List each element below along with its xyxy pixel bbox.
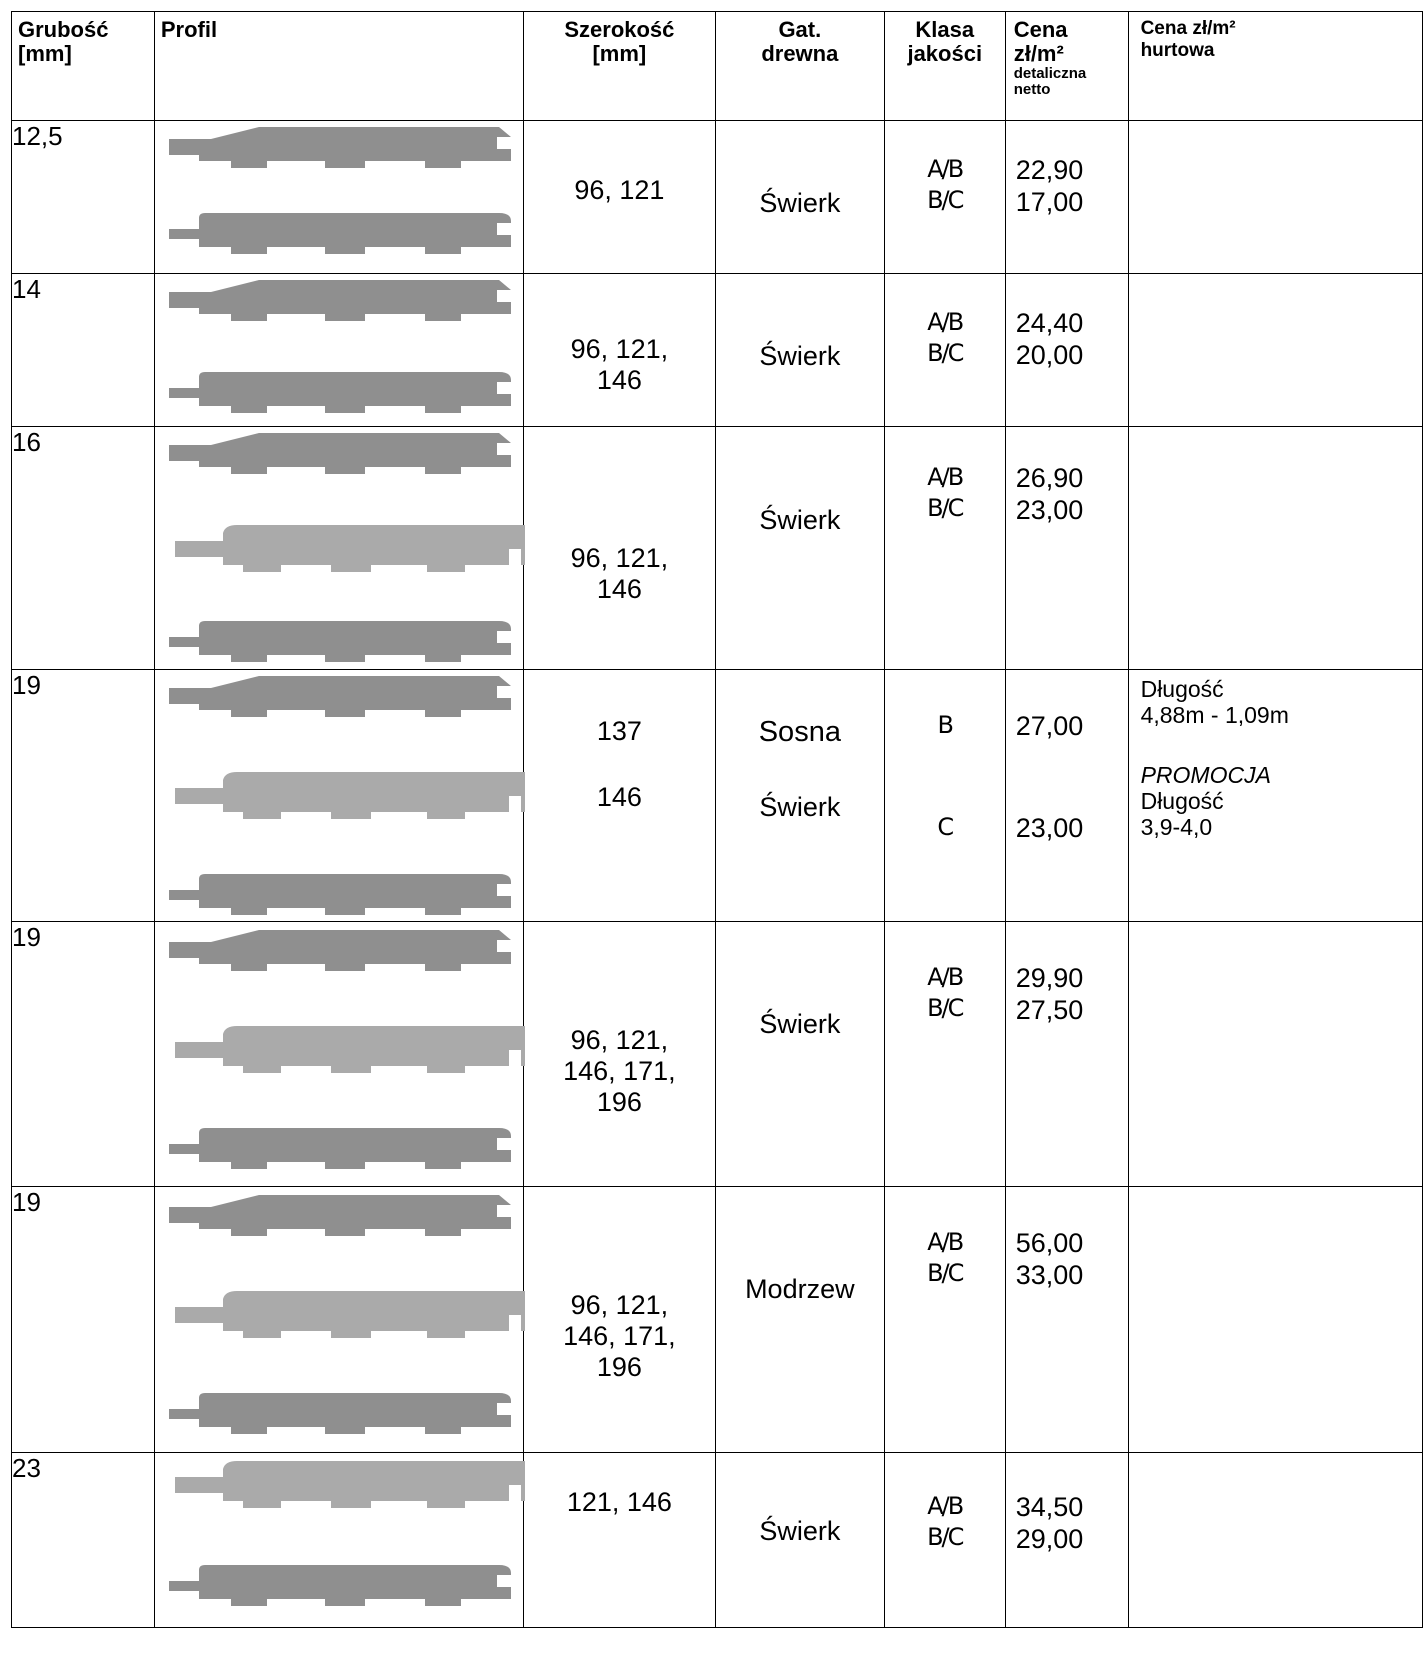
profile-drawing: [168, 1461, 525, 1606]
retail-price-cell: 29,90 27,50: [1004, 921, 1129, 1187]
board-profile-dark: [168, 372, 511, 413]
profile-drawing: [168, 433, 525, 662]
board-profile-light: [174, 1026, 525, 1073]
header-width: Szerokość [mm]: [522, 11, 716, 121]
profile-cell: [153, 273, 524, 427]
promo-label: PROMOCJA: [1140, 762, 1271, 788]
table-row: 14 96, 121, 146 Świerk A/B B/C 24,40 20,…: [11, 273, 1423, 427]
wholesale-price-cell: [1127, 120, 1423, 274]
thickness-cell: 23: [11, 1452, 155, 1628]
board-profile-dark: [168, 930, 511, 971]
class-cell: A/B B/C: [883, 921, 1006, 1187]
board-profile-dark: [168, 874, 511, 915]
board-profile-dark: [168, 280, 511, 321]
thickness-cell: 16: [11, 426, 155, 670]
width-cell: 96, 121: [522, 120, 716, 274]
board-profile-dark: [168, 621, 511, 662]
thickness-cell: 19: [11, 669, 155, 922]
class-cell: A/B B/C: [883, 426, 1006, 670]
header-wood-type: Gat. drewna: [714, 11, 885, 121]
profile-cell: [153, 1452, 525, 1628]
class-cell: B C: [883, 669, 1006, 922]
promo-length-label: Długość: [1140, 788, 1224, 814]
profile-cell: [153, 921, 525, 1187]
class-cell: A/B B/C: [883, 273, 1006, 427]
profile-drawing: [168, 127, 511, 254]
promo-length-value: 3,9-4,0: [1140, 814, 1213, 840]
wood-cell: Sosna Świerk: [714, 669, 885, 922]
profile-drawing: [168, 930, 525, 1169]
retail-price-kind: detaliczna: [1013, 65, 1087, 82]
class-cell: A/B B/C: [883, 1452, 1006, 1628]
header-wholesale-price: Cena zł/m² hurtowa: [1127, 11, 1423, 121]
board-profile-light: [174, 1461, 525, 1508]
board-profile-light: [174, 1291, 525, 1338]
board-profile-dark: [168, 127, 511, 168]
wholesale-price-cell: [1127, 921, 1423, 1187]
board-profile-dark: [168, 1128, 511, 1169]
thickness-cell: 19: [11, 921, 155, 1187]
width-cell: 96, 121, 146, 171, 196: [522, 1186, 716, 1453]
board-profile-light: [174, 525, 525, 572]
header-thickness: Grubość [mm]: [11, 11, 155, 121]
thickness-cell: 12,5: [11, 120, 155, 274]
retail-price-label: Cena: [1013, 17, 1068, 42]
board-profile-dark: [168, 433, 511, 474]
wood-cell: Świerk: [714, 1452, 885, 1628]
thickness-cell: 14: [11, 273, 155, 427]
header-retail-price: Cena zł/m² detaliczna netto: [1004, 11, 1129, 121]
retail-price-cell: 27,00 23,00: [1004, 669, 1129, 922]
header-quality-class: Klasa jakości: [883, 11, 1006, 121]
wood-cell: Świerk: [714, 426, 885, 670]
width-cell: 137 146: [522, 669, 716, 922]
table-row: 23 121, 146 Świerk A/B B/C 34,50 29,00: [11, 1452, 1423, 1628]
wholesale-price-cell: [1127, 273, 1423, 427]
table-row: 16 96, 121, 146 Świerk A/B B/C 26,90 23,…: [11, 426, 1423, 670]
wood-cell: Modrzew: [714, 1186, 885, 1453]
board-profile-dark: [168, 1195, 511, 1236]
length-value: 4,88m - 1,09m: [1140, 702, 1289, 728]
profile-drawing: [168, 1195, 525, 1434]
class-cell: A/B B/C: [883, 120, 1006, 274]
wood-cell: Świerk: [714, 273, 885, 427]
retail-price-net: netto: [1013, 81, 1051, 98]
profile-drawing: [168, 280, 511, 413]
profile-cell: [153, 669, 525, 922]
wholesale-price-cell: [1127, 426, 1423, 670]
wholesale-price-cell: Długość 4,88m - 1,09m PROMOCJA Długość 3…: [1127, 669, 1423, 922]
profile-cell: [153, 426, 525, 670]
length-label: Długość: [1140, 676, 1224, 702]
width-cell: 96, 121, 146, 171, 196: [522, 921, 716, 1187]
wood-cell: Świerk: [714, 921, 885, 1187]
board-profile-dark: [168, 1393, 511, 1434]
width-cell: 96, 121, 146: [522, 426, 716, 670]
width-cell: 96, 121, 146: [522, 273, 716, 427]
wood-cell: Świerk: [714, 120, 885, 274]
retail-price-cell: 34,50 29,00: [1004, 1452, 1129, 1628]
table-row: 19 96, 121, 146, 171, 196 Modrzew A/B B/…: [11, 1186, 1423, 1453]
thickness-cell: 19: [11, 1186, 155, 1453]
wholesale-price-cell: [1127, 1452, 1423, 1628]
table-row: 19 96, 121, 146, 171, 196 Świerk A/B B/C…: [11, 921, 1423, 1187]
retail-price-cell: 56,00 33,00: [1004, 1186, 1129, 1453]
profile-cell: [153, 1186, 525, 1453]
retail-price-cell: 22,90 17,00: [1004, 120, 1129, 274]
board-profile-light: [174, 772, 525, 819]
profile-cell: [153, 120, 524, 274]
retail-price-cell: 24,40 20,00: [1004, 273, 1129, 427]
price-table: Grubość [mm] Profil Szerokość [mm] Gat. …: [11, 11, 1423, 1628]
retail-price-cell: 26,90 23,00: [1004, 426, 1129, 670]
header-row: Grubość [mm] Profil Szerokość [mm] Gat. …: [11, 11, 1423, 121]
width-cell: 121, 146: [522, 1452, 716, 1628]
board-profile-dark: [168, 1565, 511, 1606]
header-profile: Profil: [153, 11, 524, 121]
table-row: 19 137 146 Sosna Świerk B C 27,00 23,00 …: [11, 669, 1423, 922]
class-cell: A/B B/C: [883, 1186, 1006, 1453]
retail-price-unit: zł/m²: [1013, 41, 1064, 66]
profile-drawing: [168, 676, 525, 915]
table-row: 12,5 96, 121 Świerk A/B B/C 22,90 17,00: [11, 120, 1423, 274]
board-profile-dark: [168, 676, 511, 717]
board-profile-dark: [168, 213, 511, 254]
wholesale-price-cell: [1127, 1186, 1423, 1453]
